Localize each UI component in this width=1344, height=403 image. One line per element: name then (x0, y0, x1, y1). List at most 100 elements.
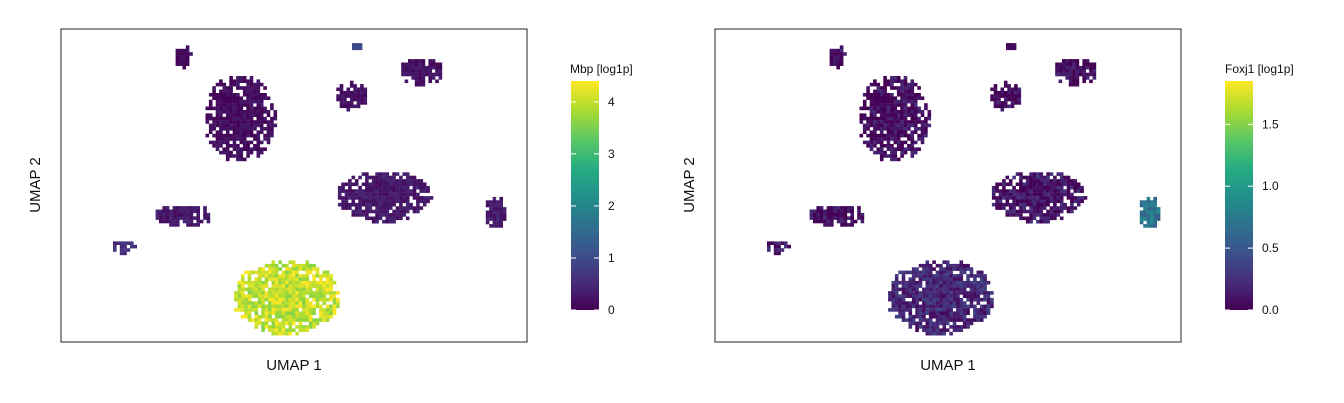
hex-bin (268, 301, 272, 305)
hex-bin (973, 311, 977, 315)
hex-bin (883, 144, 887, 148)
hex-bin (1063, 175, 1067, 180)
hex-bin (833, 48, 837, 53)
hex-bin (365, 175, 369, 180)
hex-bin (435, 79, 439, 84)
hex-bin (298, 291, 303, 295)
hex-bin (422, 196, 427, 200)
hex-bin (234, 297, 238, 302)
hex-bin (869, 133, 874, 138)
hex-bin (356, 97, 361, 102)
hex-bin (952, 325, 957, 329)
hex-bin (208, 99, 213, 104)
hex-bin (358, 175, 362, 180)
hex-bin (1070, 192, 1074, 197)
x-axis-title: UMAP 1 (266, 357, 322, 374)
hex-bin (378, 213, 383, 217)
hex-bin (325, 280, 330, 285)
hex-bin (291, 321, 296, 326)
hex-bin (240, 304, 245, 309)
hex-bin (829, 48, 834, 53)
hex-bin (1080, 185, 1084, 190)
hex-bin (956, 318, 960, 322)
hex-bin (893, 140, 898, 145)
hex-bin (773, 251, 778, 256)
hex-bin (911, 284, 916, 288)
hex-bin (1053, 202, 1057, 207)
hex-bin (893, 103, 898, 107)
hex-bin (915, 284, 919, 288)
hex-bin (773, 241, 778, 245)
hex-bin (375, 196, 379, 200)
hex-bin (222, 89, 227, 94)
hex-bin (278, 284, 282, 288)
hex-bin (236, 93, 240, 97)
hex-bin (1039, 216, 1044, 221)
hex-bin (203, 216, 207, 220)
hex-bin (976, 274, 981, 278)
hex-bin (329, 277, 333, 281)
hex-bin (281, 308, 286, 312)
hex-bin (360, 87, 364, 92)
hex-bin (395, 206, 400, 210)
hex-bin (869, 93, 874, 97)
hex-bin (312, 325, 316, 329)
hex-bin (246, 127, 250, 131)
hex-bin (986, 308, 991, 312)
hex-bin (242, 99, 247, 104)
hex-bin (288, 318, 293, 322)
hex-bin (285, 328, 289, 332)
hex-bin (1076, 182, 1081, 187)
hex-bin (378, 199, 383, 204)
hex-bin (236, 127, 240, 131)
hex-bin (298, 318, 303, 322)
hex-bin (973, 294, 977, 298)
hex-bin (365, 182, 369, 187)
hex-bin (1046, 175, 1050, 180)
hex-bin (890, 76, 894, 80)
hex-bin (315, 280, 320, 285)
hex-bin (1146, 210, 1151, 215)
hex-bin (894, 304, 899, 309)
hex-bin (900, 154, 904, 158)
hex-bin (869, 137, 874, 141)
hex-bin (268, 263, 272, 268)
hex-bin (888, 291, 892, 295)
hex-bin (879, 96, 884, 100)
hex-bin (392, 213, 396, 217)
hex-bin (993, 101, 998, 105)
hex-bin (939, 301, 943, 305)
hex-bin (263, 133, 267, 138)
hex-bin (942, 308, 947, 312)
hex-bin (414, 62, 419, 67)
hex-bin (905, 294, 909, 298)
hex-bin (1007, 87, 1011, 92)
hex-bin (215, 82, 220, 87)
hex-bin (278, 287, 282, 292)
hex-bin (281, 297, 286, 302)
hex-bin (1073, 179, 1078, 183)
hex-bin (928, 263, 933, 268)
hex-bin (288, 294, 293, 298)
hex-bin (348, 192, 352, 197)
hex-bin (896, 144, 901, 148)
hex-bin (942, 314, 947, 319)
hex-bin (239, 150, 244, 155)
hex-bin (431, 65, 436, 70)
hex-bin (886, 106, 891, 111)
hex-bin (344, 199, 349, 204)
hex-bin (288, 260, 293, 264)
hex-bin (1072, 72, 1076, 77)
hex-bin (268, 270, 272, 275)
hex-bin (910, 113, 915, 117)
hex-bin (1073, 199, 1078, 204)
hex-bin (910, 79, 915, 83)
hex-bin (254, 287, 259, 292)
hex-bin (425, 65, 429, 70)
hex-bin (263, 96, 267, 100)
hex-bin (155, 209, 160, 214)
hex-bin (910, 147, 915, 151)
hex-bin (295, 291, 299, 295)
hex-bin (942, 277, 947, 281)
hex-bin (360, 97, 364, 102)
